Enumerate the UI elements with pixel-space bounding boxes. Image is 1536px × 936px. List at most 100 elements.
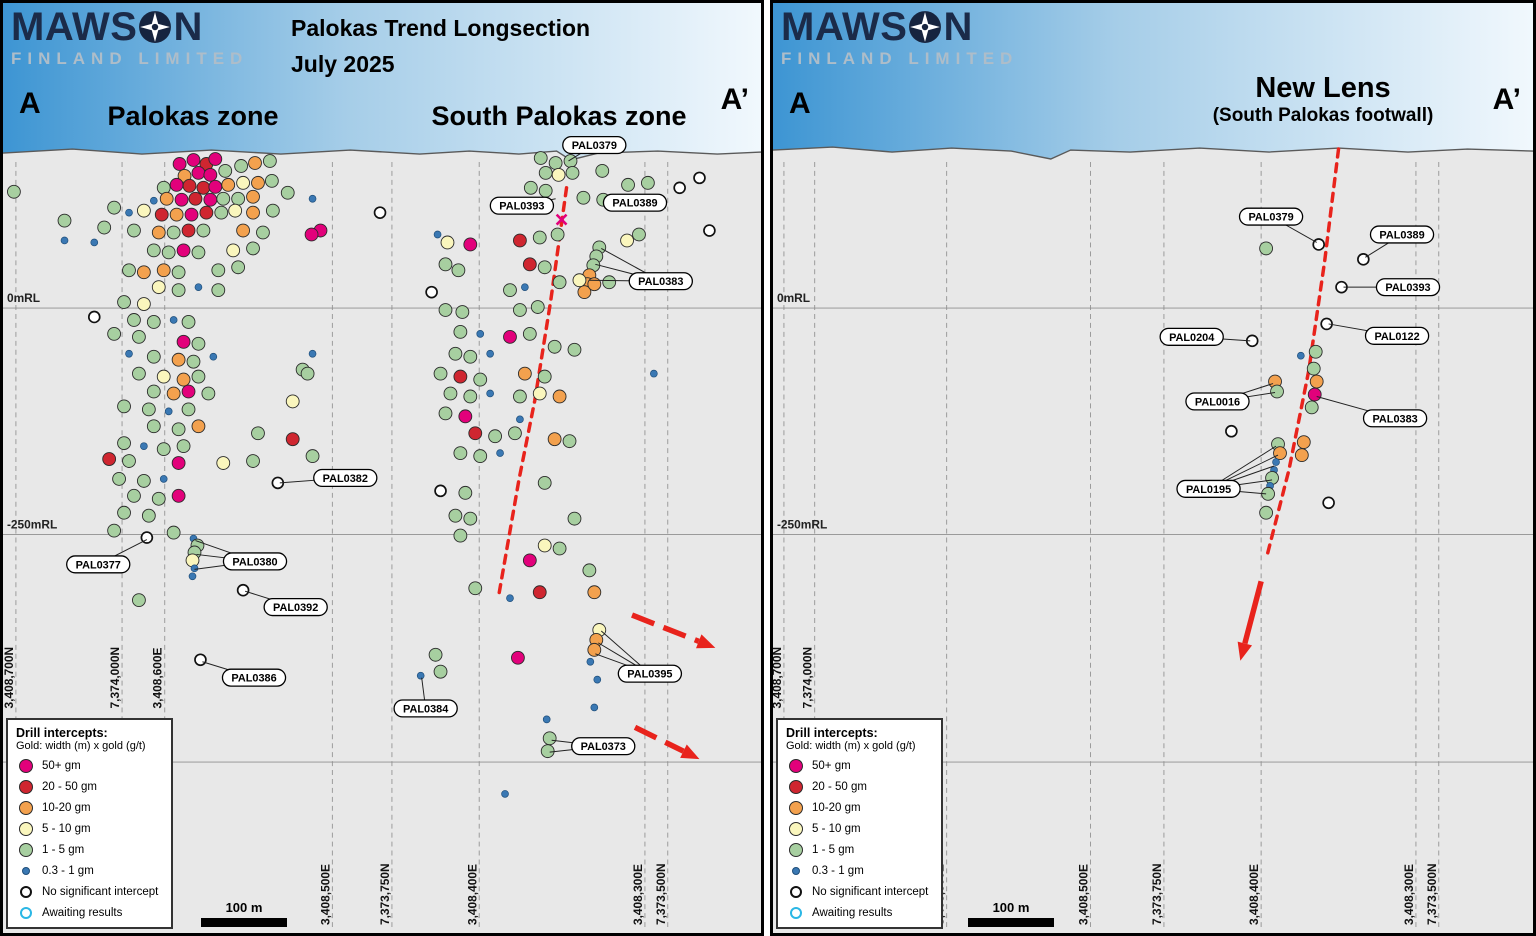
drill-labels: PAL0379 PAL0393 PAL0389 PAL0383 PAL0382 PAL03…: [66, 135, 693, 756]
wordmark-end: N: [173, 5, 203, 49]
drill-intercept-b: [501, 790, 509, 798]
drill-intercept-m: [186, 153, 201, 167]
legend-item-r: 20 - 50 gm: [786, 776, 937, 797]
drill-intercept-g: [513, 303, 527, 317]
drill-intercept-b: [125, 349, 133, 358]
drill-intercepts: [1225, 238, 1370, 520]
legend-item-m: 50+ gm: [786, 755, 937, 776]
drill-intercept-g: [576, 190, 591, 205]
legend-item-y: 5 - 10 gm: [16, 818, 167, 839]
drill-intercept-g: [537, 475, 552, 490]
drill-intercept-o: [1309, 374, 1324, 389]
drill-intercept-b: [593, 675, 602, 684]
drill-intercept-g: [211, 283, 226, 298]
svg-text:7,374,000N: 7,374,000N: [108, 647, 122, 709]
drill-intercept-g: [451, 263, 466, 278]
legend-label: No significant intercept: [812, 885, 929, 898]
drill-intercept-m: [458, 409, 473, 424]
svg-text:PAL0122: PAL0122: [1374, 331, 1419, 343]
scale-bar-rule: [201, 918, 287, 927]
drill-intercept-o: [246, 205, 260, 220]
drill-intercept-g: [191, 369, 206, 384]
svg-text:3,408,500E: 3,408,500E: [1077, 864, 1091, 925]
legend-item-m: 50+ gm: [16, 755, 167, 776]
logo-subtitle: Finland Limited: [11, 49, 249, 68]
drill-intercept-g: [565, 165, 580, 180]
grid-lines: 3,408,700N7,374,000N3,408,600E3,408,500E…: [773, 161, 1440, 931]
drill-intercept-b: [308, 194, 317, 203]
svg-text:PAL0393: PAL0393: [1385, 282, 1430, 294]
drill-label: PAL0383: [628, 272, 693, 291]
drill-intercept-g: [305, 449, 320, 463]
mawson-wordmark: MAWS N: [11, 7, 248, 47]
drill-intercept-y: [136, 203, 151, 218]
drill-intercept-g: [246, 241, 260, 256]
drill-intercept-g: [171, 283, 186, 298]
drill-intercept-g: [146, 384, 161, 399]
drill-intercept-y: [156, 369, 171, 384]
svg-text:0mRL: 0mRL: [777, 291, 810, 305]
drill-intercept-g: [513, 389, 527, 404]
drill-intercept-y: [185, 553, 200, 568]
drill-intercept-b: [60, 236, 69, 245]
drill-intercept-g: [265, 203, 280, 218]
legend-title: Drill intercepts:: [16, 726, 108, 740]
drill-intercept-m: [174, 192, 189, 207]
legend-item-y: 5 - 10 gm: [786, 818, 937, 839]
drill-intercept-g: [433, 366, 448, 381]
drill-intercept-g: [132, 593, 146, 608]
logo-subtitle: Finland Limited: [781, 49, 1019, 68]
drill-intercept-m: [208, 179, 223, 194]
drill-intercept-n: [140, 531, 154, 544]
drill-intercept-o: [1273, 446, 1287, 461]
drill-intercept-g: [463, 511, 478, 526]
drill-label: PAL0195: [1176, 479, 1241, 498]
drill-intercept-m: [203, 167, 218, 182]
legend-label: 5 - 10 gm: [812, 822, 861, 835]
drill-intercept-g: [438, 406, 453, 421]
legend-label: 10-20 gm: [812, 801, 861, 814]
legend-item-n: No significant intercept: [786, 881, 937, 902]
drill-intercept-m: [203, 192, 218, 207]
drill-intercept-o: [577, 285, 592, 300]
drill-intercept-g: [453, 446, 468, 461]
drill-intercept-m: [208, 152, 223, 166]
wordmark-start: MAWS: [11, 5, 138, 49]
drill-intercept-r: [181, 223, 196, 238]
drill-intercept-o: [517, 366, 532, 381]
drill-intercept-g: [218, 164, 233, 178]
drill-intercept-g: [448, 346, 463, 361]
legend-item-b: 0.3 - 1 gm: [16, 860, 167, 881]
drill-intercept-b: [149, 196, 158, 205]
scale-bar: 100 m: [968, 900, 1054, 927]
drill-intercept-g: [533, 151, 548, 165]
drill-intercept-o: [1296, 435, 1311, 450]
legend-subtitle: Gold: width (m) x gold (g/t): [16, 740, 146, 752]
drill-intercept-b: [169, 316, 178, 324]
drill-intercept-y: [537, 538, 552, 553]
drill-intercept-g: [280, 185, 295, 200]
drill-intercept-g: [122, 454, 136, 468]
drill-intercept-g: [127, 488, 141, 503]
drill-intercept-g: [132, 366, 146, 381]
drill-intercept-g: [552, 541, 567, 556]
drill-intercept-o: [248, 156, 262, 170]
drill-intercept-g: [246, 454, 260, 468]
drill-intercept-o: [156, 263, 171, 278]
drill-intercept-m: [169, 177, 184, 192]
drill-intercept-g: [107, 326, 122, 341]
drill-intercept-n: [194, 653, 207, 667]
drill-intercept-b: [521, 283, 529, 291]
scale-bar-rule: [968, 918, 1054, 927]
drill-intercept-b: [159, 475, 168, 483]
svg-text:-250mRL: -250mRL: [777, 518, 827, 532]
ground-surface-line: [773, 146, 1533, 160]
legend-item-a: Awaiting results: [16, 902, 167, 923]
drill-intercept-g: [181, 315, 196, 329]
svg-text:PAL0204: PAL0204: [1169, 332, 1214, 344]
drill-intercept-g: [473, 449, 488, 463]
legend-swatch-m: [789, 758, 803, 773]
drill-intercept-g: [428, 647, 443, 662]
drill-intercept-r: [468, 426, 483, 441]
drill-intercept-g: [488, 429, 503, 444]
